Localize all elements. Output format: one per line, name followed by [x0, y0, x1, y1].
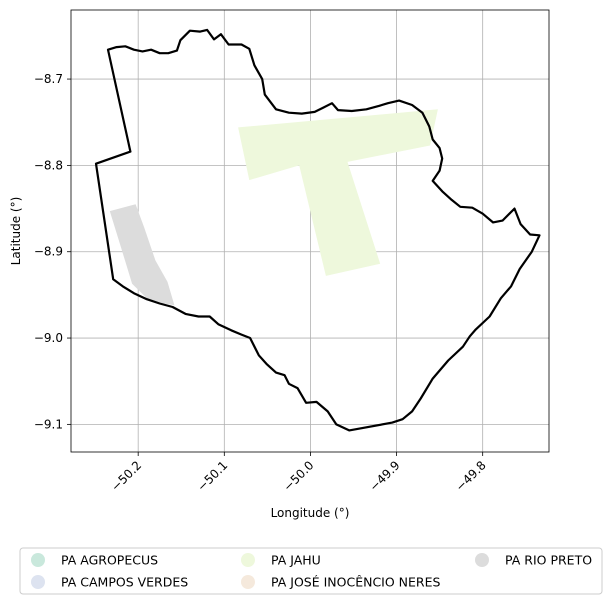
legend-label-3: PA JOSÉ INOCÊNCIO NERES	[271, 575, 441, 590]
legend-label-2: PA JAHU	[271, 553, 321, 568]
legend-label-0: PA AGROPECUS	[61, 553, 158, 568]
legend-marker-4	[475, 553, 489, 567]
legend-frame	[19, 547, 603, 595]
legend-marker-3	[241, 575, 255, 589]
settlement-areas	[109, 109, 438, 306]
y-tick-label-0: −8.7	[34, 72, 63, 86]
legend-marker-1	[31, 575, 45, 589]
legend-marker-0	[31, 553, 45, 567]
legend-label-1: PA CAMPOS VERDES	[61, 575, 188, 590]
area-pa-rio-preto	[109, 204, 175, 306]
plot-frame	[70, 9, 550, 453]
x-axis-label: Longitude (°)	[271, 506, 350, 520]
y-tick-label-4: −9.1	[34, 417, 63, 431]
legend-marker-2	[241, 553, 255, 567]
y-axis-ticks: −8.7 −8.8 −8.9 −9.0 −9.1	[34, 72, 71, 431]
y-tick-label-3: −9.0	[34, 331, 63, 345]
y-tick-label-1: −8.8	[34, 158, 63, 172]
area-pa-jahu	[238, 109, 438, 276]
municipality-boundary	[94, 28, 541, 432]
legend: PA AGROPECUS PA CAMPOS VERDES PA JAHU PA JO…	[19, 547, 603, 595]
legend-label-4: PA RIO PRETO	[505, 553, 592, 568]
y-axis-label: Latitude (°)	[9, 197, 23, 266]
y-tick-label-2: −8.9	[34, 245, 63, 259]
